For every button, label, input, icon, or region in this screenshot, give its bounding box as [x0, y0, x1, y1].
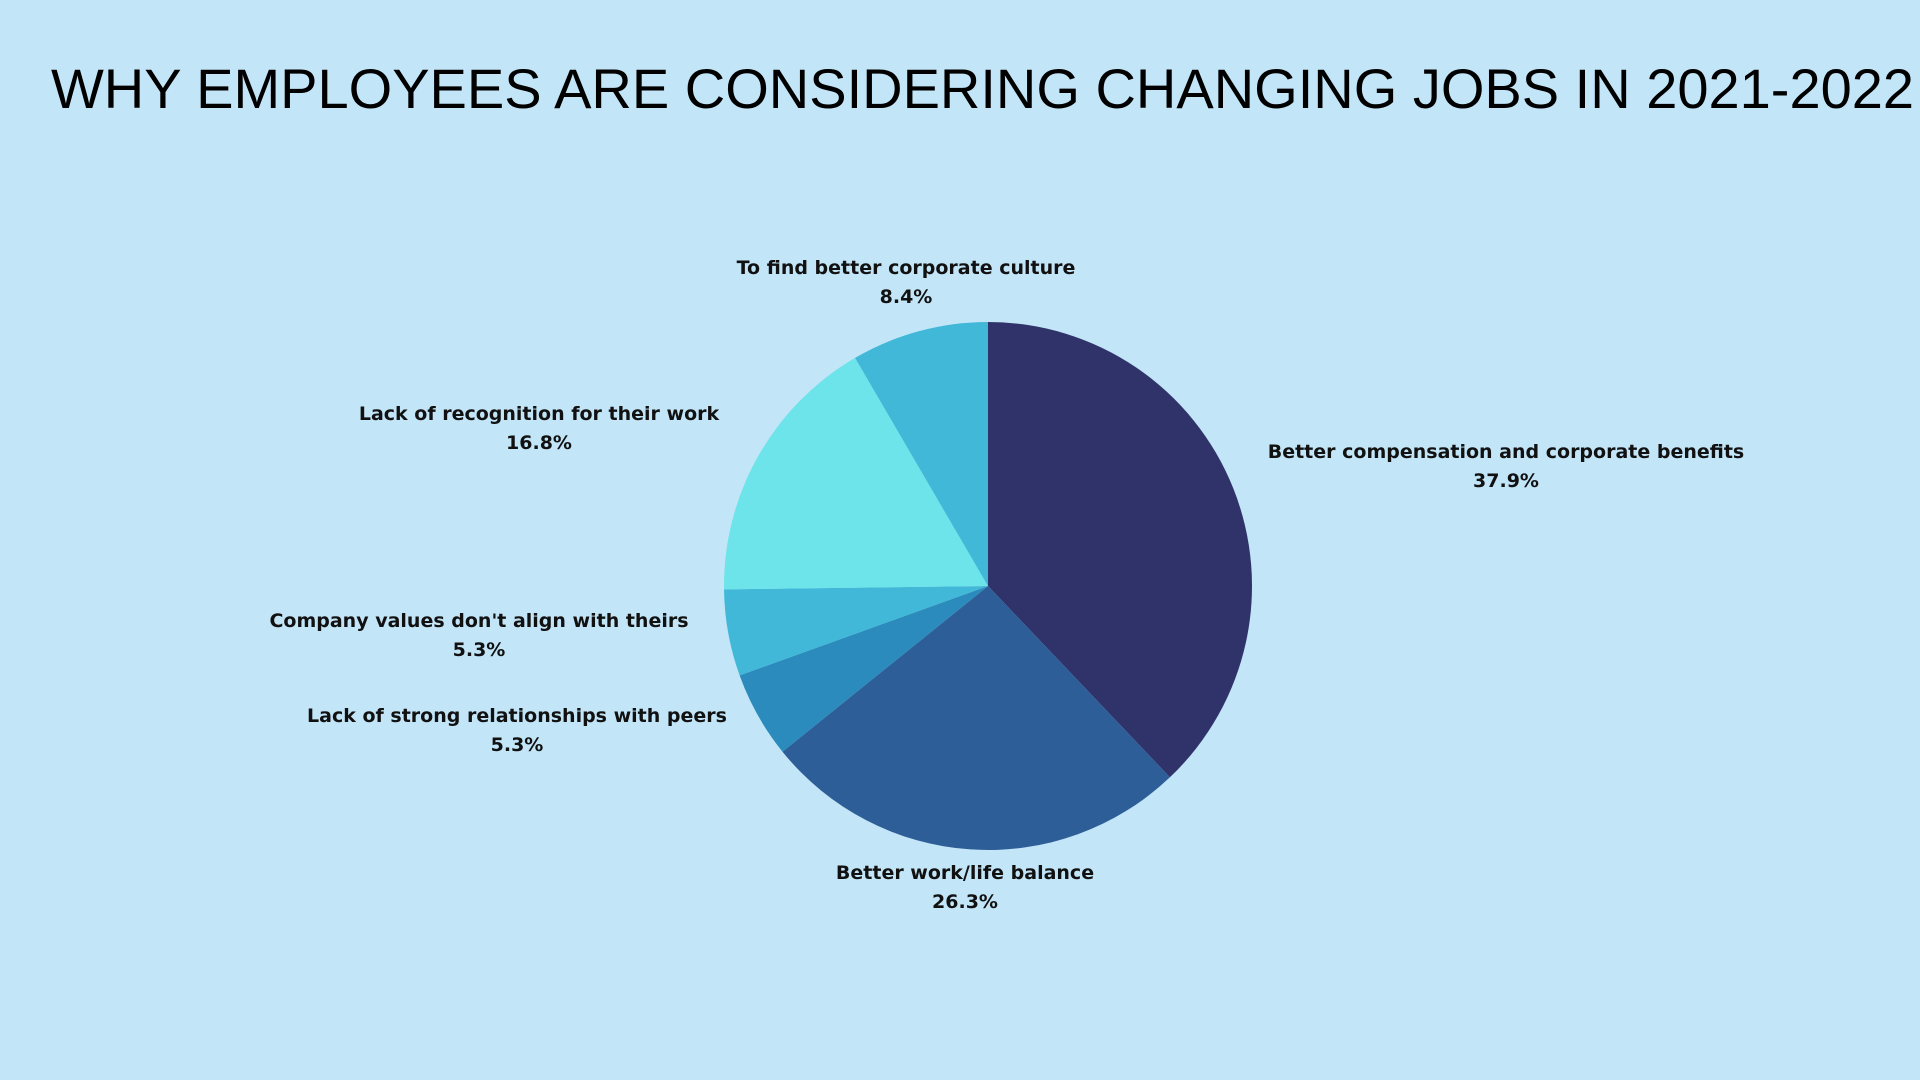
pie-labels: Better compensation and corporate benefi…: [269, 257, 1744, 913]
slice-label: Better compensation and corporate benefi…: [1268, 441, 1745, 463]
pie-slices: [724, 322, 1253, 850]
slice-value-label: 5.3%: [453, 639, 506, 661]
chart-title: WHY EMPLOYEES ARE CONSIDERING CHANGING J…: [50, 57, 1915, 120]
slice-value-label: 26.3%: [932, 891, 998, 913]
slice-label: Company values don't align with theirs: [269, 610, 688, 632]
pie-slice: [739, 586, 988, 752]
slice-value-label: 37.9%: [1473, 470, 1539, 492]
slice-label: Lack of recognition for their work: [359, 403, 720, 425]
pie-slice: [988, 322, 1253, 778]
pie-slice: [724, 357, 988, 590]
slice-value-label: 8.4%: [880, 286, 933, 308]
slice-label: To find better corporate culture: [737, 257, 1076, 279]
slice-label: Better work/life balance: [836, 862, 1094, 884]
slice-value-label: 5.3%: [491, 734, 544, 756]
slice-value-label: 16.8%: [506, 432, 572, 454]
pie-slice: [855, 322, 988, 586]
pie-slice: [724, 586, 988, 676]
slice-label: Lack of strong relationships with peers: [307, 705, 727, 727]
pie-slice: [782, 586, 1170, 850]
